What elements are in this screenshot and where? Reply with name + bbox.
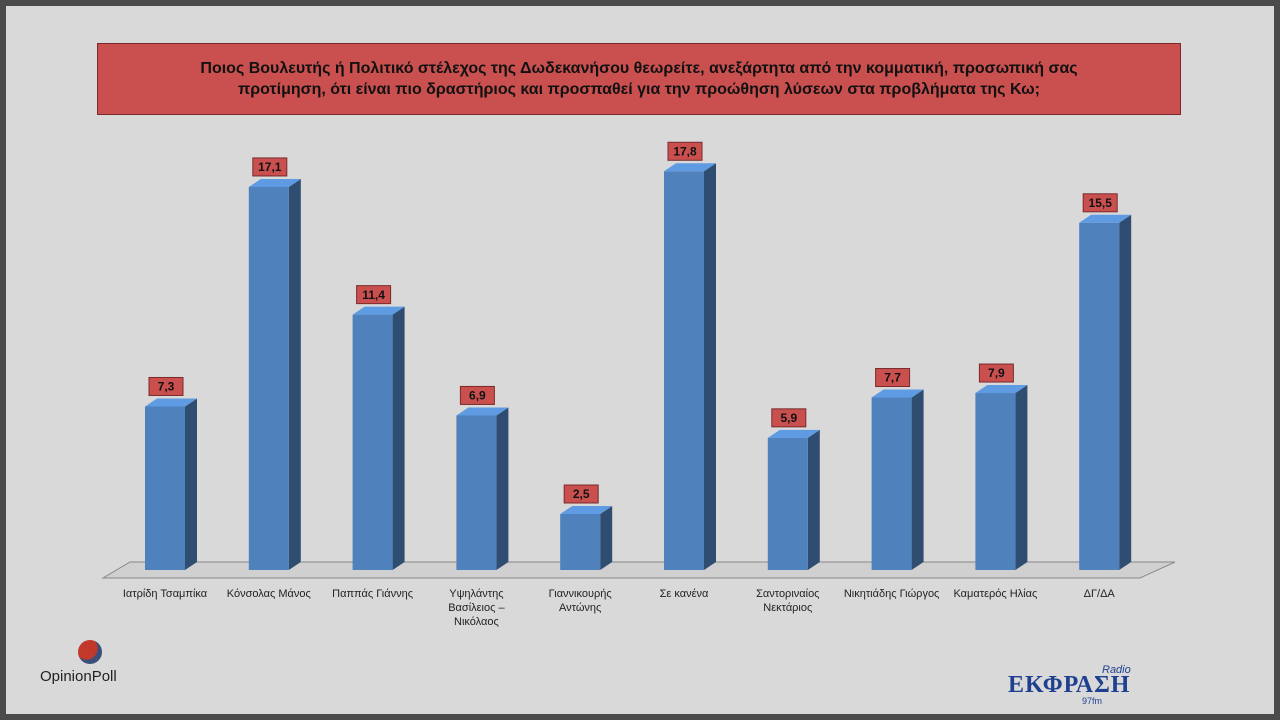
value-label-box <box>667 141 703 161</box>
bar-top <box>560 506 613 514</box>
bar-side <box>288 178 301 570</box>
bar-top <box>352 306 405 315</box>
value-label-box <box>563 484 599 504</box>
bar-side <box>704 163 716 570</box>
bar <box>248 186 289 570</box>
value-label: 5,9 <box>780 411 797 425</box>
bar <box>767 437 808 570</box>
bar-top <box>1079 214 1132 223</box>
value-label: 7,9 <box>988 366 1005 380</box>
value-label: 11,4 <box>362 288 385 302</box>
x-tick-label: Σαντοριναίος Νεκτάριος <box>756 588 820 614</box>
value-label: 17,1 <box>258 160 282 174</box>
x-tick-label: Σε κανένα <box>659 588 709 600</box>
bar <box>664 171 704 570</box>
value-label-box <box>771 408 807 428</box>
bar <box>975 393 1016 570</box>
bar-top <box>456 407 509 416</box>
bar <box>1079 222 1120 571</box>
logo-freq: 97fm <box>1082 696 1103 706</box>
bar-side <box>600 506 613 570</box>
bar-side <box>911 389 924 570</box>
value-label-box <box>252 157 288 177</box>
value-label-box <box>459 385 495 405</box>
bar-top <box>871 389 924 398</box>
logo-right: ΕΚΦΡΑΣΗ <box>1008 672 1131 698</box>
value-label: 15,5 <box>1089 196 1113 210</box>
value-label: 7,3 <box>158 380 175 394</box>
value-label: 6,9 <box>469 389 486 403</box>
value-label-box <box>875 368 911 388</box>
bar-side <box>1015 385 1028 570</box>
bar-top <box>975 385 1028 394</box>
x-tick-label: ΔΓ/ΔΑ <box>1083 588 1115 600</box>
bar-side <box>1119 214 1132 571</box>
x-tick-label: Παππάς Γιάννης <box>332 588 414 600</box>
bar-top <box>248 178 301 187</box>
bar <box>456 415 497 570</box>
bar-side <box>392 306 405 570</box>
logo-radio: Radio <box>1102 664 1131 676</box>
x-tick-label: Γιαννικουρής Αντώνης <box>548 588 612 614</box>
x-tick-label: Υψηλάντης Βασίλειος – Νικόλαος <box>448 588 505 628</box>
background <box>6 6 1274 714</box>
value-label: 2,5 <box>573 487 590 501</box>
value-label: 17,8 <box>673 144 697 158</box>
logo-icon <box>78 640 102 664</box>
value-label-box <box>1082 193 1118 213</box>
chart-title: Ποιος Βουλευτής ή Πολιτικό στέλεχος της … <box>97 43 1181 115</box>
bar <box>871 397 912 570</box>
x-tick-label: Κόνσολας Μάνος <box>226 588 311 600</box>
x-tick-label: Ιατρίδη Τσαμπίκα <box>122 588 208 600</box>
bar-top <box>145 398 197 407</box>
value-label-box <box>148 376 184 396</box>
bar <box>352 314 393 570</box>
bar <box>560 514 601 570</box>
bar-side <box>185 398 197 570</box>
bar-side <box>807 429 820 570</box>
x-tick-label: Νικητιάδης Γιώργος <box>843 588 940 600</box>
bar <box>145 406 185 570</box>
logo-left: OpinionPoll <box>40 668 117 685</box>
x-tick-label: Καματερός Ηλίας <box>953 588 1038 600</box>
value-label-box <box>356 285 392 305</box>
value-label-box <box>978 363 1014 383</box>
bar-top <box>664 163 716 172</box>
value-label: 7,7 <box>884 371 901 385</box>
bar-top <box>767 429 820 438</box>
bar-side <box>496 407 509 570</box>
